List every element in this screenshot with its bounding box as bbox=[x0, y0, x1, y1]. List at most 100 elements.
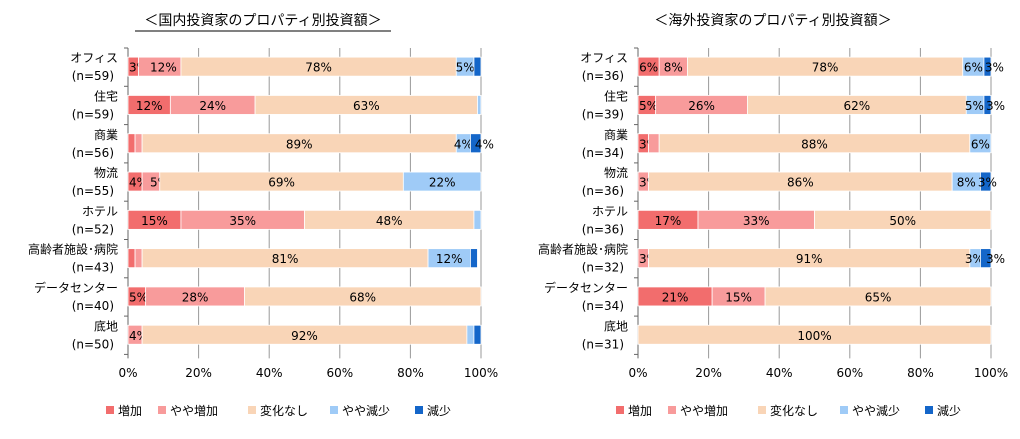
data-label: 12% bbox=[150, 61, 177, 75]
bar-segment bbox=[470, 248, 478, 269]
data-label: 92% bbox=[291, 329, 318, 343]
data-label: 15% bbox=[725, 290, 752, 304]
data-label: 3% bbox=[986, 99, 1005, 113]
legend-swatch bbox=[668, 406, 676, 414]
data-label: 22% bbox=[429, 176, 456, 190]
data-label: 35% bbox=[229, 214, 256, 228]
data-label: 62% bbox=[844, 99, 871, 113]
legend-label: やや増加 bbox=[680, 404, 728, 418]
n-label: (n=36) bbox=[582, 69, 624, 83]
bar-segment bbox=[814, 209, 992, 230]
legend-swatch bbox=[248, 406, 256, 414]
bar-segment bbox=[134, 133, 143, 154]
data-label: 4% bbox=[454, 137, 473, 151]
data-label: 89% bbox=[286, 137, 313, 151]
data-label: 26% bbox=[688, 99, 715, 113]
chart-0: ＜国内投資家のプロパティ別投資額＞ 0% 20% 40% 60% 80% 100% オフィス (… bbox=[28, 12, 498, 418]
x-tick-label: 80% bbox=[907, 366, 934, 380]
legend-swatch bbox=[925, 406, 933, 414]
bar-segment bbox=[473, 56, 482, 77]
x-tick-label: 60% bbox=[326, 366, 353, 380]
bar-segment bbox=[466, 324, 475, 345]
bar-segment bbox=[134, 248, 143, 269]
data-label: 24% bbox=[199, 99, 226, 113]
bar-segment bbox=[983, 95, 992, 115]
bar-segment bbox=[470, 133, 482, 154]
legend-swatch bbox=[106, 406, 114, 414]
data-label: 8% bbox=[664, 61, 683, 75]
bar-segment bbox=[402, 171, 482, 192]
legend-label: 増加 bbox=[628, 404, 652, 418]
data-label: 3% bbox=[985, 61, 1004, 75]
data-label: 21% bbox=[662, 290, 689, 304]
data-label: 4% bbox=[475, 137, 494, 151]
bar-segment bbox=[648, 133, 660, 154]
data-label: 48% bbox=[376, 214, 403, 228]
legend-label: やや増加 bbox=[170, 404, 218, 418]
data-label: 5% bbox=[129, 290, 148, 304]
x-tick-label: 100% bbox=[464, 366, 498, 380]
data-label: 63% bbox=[353, 99, 380, 113]
legend-swatch bbox=[840, 406, 848, 414]
bar-segment bbox=[473, 209, 482, 230]
bar-segment bbox=[983, 56, 992, 77]
data-label: 6% bbox=[639, 61, 658, 75]
legend-label: やや減少 bbox=[852, 403, 900, 418]
data-label: 65% bbox=[865, 290, 892, 304]
category-label: 住宅 bbox=[94, 88, 118, 103]
data-label: 12% bbox=[136, 99, 163, 113]
legend-swatch bbox=[330, 406, 338, 414]
category-label: データセンター bbox=[34, 280, 118, 295]
legend-swatch bbox=[158, 406, 166, 414]
x-tick-label: 0% bbox=[628, 366, 647, 380]
bar-segment bbox=[764, 286, 992, 307]
legend-label: 変化なし bbox=[770, 403, 818, 418]
category-label: 住宅 bbox=[604, 88, 628, 103]
data-label: 91% bbox=[796, 252, 823, 266]
n-label: (n=59) bbox=[72, 69, 114, 83]
category-label: 高齢者施設･病院 bbox=[28, 242, 118, 257]
n-label: (n=34) bbox=[582, 299, 624, 313]
data-label: 3% bbox=[965, 252, 984, 266]
n-label: (n=40) bbox=[72, 299, 114, 313]
data-label: 6% bbox=[964, 61, 983, 75]
n-label: (n=34) bbox=[582, 146, 624, 160]
data-label: 81% bbox=[272, 252, 299, 266]
bar-segment bbox=[637, 324, 992, 345]
legend-swatch bbox=[415, 406, 423, 414]
n-label: (n=31) bbox=[582, 337, 624, 351]
category-label: 商業 bbox=[604, 127, 628, 142]
bar-segment bbox=[127, 133, 136, 154]
x-tick-label: 60% bbox=[836, 366, 863, 380]
data-label: 15% bbox=[141, 214, 168, 228]
bar-segment bbox=[244, 286, 482, 307]
x-tick-label: 20% bbox=[185, 366, 212, 380]
x-tick-label: 100% bbox=[974, 366, 1008, 380]
data-label: 68% bbox=[349, 290, 376, 304]
data-label: 69% bbox=[268, 176, 295, 190]
category-label: 底地 bbox=[94, 318, 118, 333]
data-label: 17% bbox=[655, 214, 682, 228]
n-label: (n=59) bbox=[72, 107, 114, 121]
legend-label: 減少 bbox=[427, 403, 451, 418]
data-label: 78% bbox=[305, 61, 332, 75]
data-label: 50% bbox=[889, 214, 916, 228]
legend-swatch bbox=[616, 406, 624, 414]
data-label: 5% bbox=[456, 61, 475, 75]
n-label: (n=36) bbox=[582, 222, 624, 236]
data-label: 28% bbox=[182, 290, 209, 304]
bar-segment bbox=[127, 248, 136, 269]
data-label: 78% bbox=[812, 61, 839, 75]
category-label: ホテル bbox=[592, 204, 628, 218]
n-label: (n=43) bbox=[72, 261, 114, 275]
category-label: 物流 bbox=[94, 166, 118, 180]
bar-segment bbox=[980, 171, 992, 192]
data-label: 100% bbox=[797, 329, 831, 343]
category-label: 商業 bbox=[94, 127, 118, 142]
data-label: 12% bbox=[436, 252, 463, 266]
n-label: (n=52) bbox=[72, 222, 114, 236]
category-label: オフィス bbox=[580, 51, 628, 65]
category-label: オフィス bbox=[70, 51, 118, 65]
legend-label: 変化なし bbox=[260, 403, 308, 418]
data-label: 3% bbox=[986, 252, 1005, 266]
